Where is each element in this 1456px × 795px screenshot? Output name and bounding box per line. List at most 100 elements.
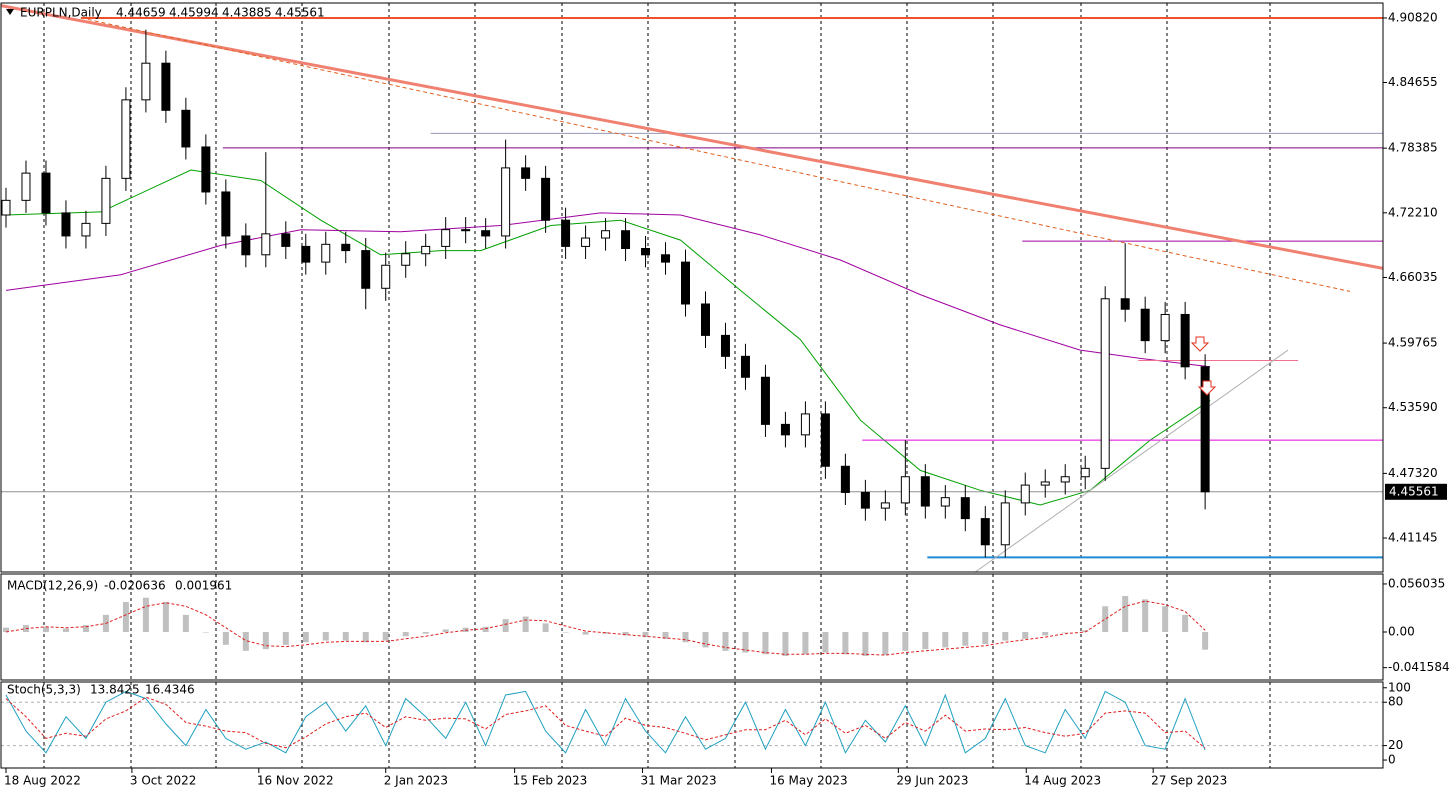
candle-body — [381, 264, 391, 289]
labels: EURPLN,Daily 4.44659 4.45994 4.43885 4.4… — [4, 6, 1450, 788]
macd-bar — [562, 631, 569, 633]
macd-bar — [522, 616, 529, 632]
macd-bar — [162, 601, 169, 632]
macd-bar — [1022, 631, 1029, 639]
macd-bar — [542, 623, 549, 632]
candle-body — [481, 230, 491, 237]
candle-body — [601, 230, 611, 239]
y-tick-label: 4.90820 — [1388, 10, 1438, 24]
macd-bar — [622, 631, 629, 636]
candle-body — [760, 376, 770, 425]
x-tick-label: 15 Feb 2023 — [513, 774, 588, 788]
macd-bar — [982, 631, 989, 644]
macd-bar — [82, 625, 89, 632]
ohlc-close: 4.45561 — [275, 6, 325, 20]
macd-bar — [42, 626, 49, 632]
ohlc-open: 4.44659 — [116, 6, 166, 20]
macd-bar — [442, 629, 449, 632]
stoch-pane-frame — [0, 681, 1384, 769]
macd-name: MACD(12,26,9) — [7, 579, 98, 593]
macd-bar — [642, 631, 649, 638]
y-tick-label: 0.00 — [1388, 624, 1415, 638]
stoch-signal — [5, 696, 1206, 749]
macd-bar — [422, 631, 429, 634]
x-tick-label: 16 Nov 2022 — [257, 774, 334, 788]
macd-bar — [1002, 631, 1009, 641]
x-tick-label: 27 Sep 2023 — [1151, 774, 1227, 788]
macd-bar — [662, 631, 669, 639]
chart-line — [975, 349, 1289, 573]
macd-bar — [1042, 631, 1049, 636]
arrow-marker — [1190, 336, 1210, 352]
candle-body — [960, 497, 970, 520]
plot — [0, 4, 1447, 773]
candle-body — [81, 222, 91, 237]
candle-body — [321, 243, 331, 263]
candle-body — [1080, 467, 1090, 478]
y-tick-label: 4.59765 — [1388, 336, 1438, 350]
macd-bar — [1102, 606, 1109, 632]
candle-body — [121, 99, 131, 179]
macd-bar — [942, 631, 949, 648]
price-pane-frame — [0, 2, 1384, 573]
candle-body — [201, 146, 211, 193]
macd-bar — [322, 631, 329, 641]
y-tick-label: -0.041584 — [1388, 660, 1450, 674]
macd-bar — [582, 631, 589, 635]
macd-bar — [702, 631, 709, 648]
collapse-icon[interactable] — [6, 9, 14, 15]
macd-bar — [762, 631, 769, 655]
candle-body — [700, 303, 710, 336]
candle-body — [1040, 481, 1050, 486]
candle-body — [241, 235, 251, 256]
macd-bar — [122, 601, 129, 632]
y-tick-label: 4.72210 — [1388, 205, 1438, 219]
macd-bar — [222, 631, 229, 645]
macd-bar — [202, 631, 209, 633]
macd-pane-frame — [0, 573, 1384, 681]
candle-body — [141, 62, 151, 101]
x-tick-label: 31 Mar 2023 — [641, 774, 717, 788]
candle-body — [621, 230, 631, 250]
arrow-marker — [1197, 380, 1217, 396]
x-tick-label: 2 Jan 2023 — [384, 774, 448, 788]
candle-body — [900, 476, 910, 504]
macd-bar — [402, 631, 409, 637]
candle-body — [840, 465, 850, 493]
current-price-box — [1385, 483, 1447, 500]
candle-body — [1020, 484, 1030, 504]
ohlc-low: 4.43885 — [222, 6, 272, 20]
candle-body — [1100, 298, 1110, 469]
candle-body — [281, 233, 291, 247]
y-tick-label: 0 — [1388, 753, 1396, 767]
macd-bar — [902, 631, 909, 651]
macd-bar — [742, 631, 749, 653]
macd-value: -0.020636 — [104, 579, 166, 593]
candle-body — [1140, 308, 1150, 342]
macd-bar — [482, 626, 489, 632]
y-tick-label: 4.53590 — [1388, 400, 1438, 414]
candle-body — [661, 254, 671, 263]
candle-body — [1, 199, 11, 216]
candle-body — [720, 334, 730, 357]
macd-bar — [1062, 631, 1069, 633]
candle-body — [221, 191, 231, 237]
candle-body — [441, 229, 451, 247]
macd-bar — [282, 631, 289, 645]
x-tick-label: 14 Aug 2023 — [1024, 774, 1101, 788]
macd-bar — [822, 631, 829, 653]
candle-body — [1180, 313, 1190, 368]
macd-bar — [782, 631, 789, 656]
macd-bar — [142, 597, 149, 632]
macd-bar — [722, 631, 729, 651]
candle-body — [820, 413, 830, 467]
stoch-name: Stoch(5,3,3) — [7, 683, 81, 697]
macd-bar — [1122, 595, 1129, 632]
y-tick-label: 80 — [1388, 695, 1403, 709]
candle-body — [940, 497, 950, 507]
x-tick-label: 16 May 2023 — [769, 774, 847, 788]
current-price-label: 4.45561 — [1389, 484, 1439, 498]
candle-body — [920, 476, 930, 507]
macd-bar — [882, 631, 889, 656]
